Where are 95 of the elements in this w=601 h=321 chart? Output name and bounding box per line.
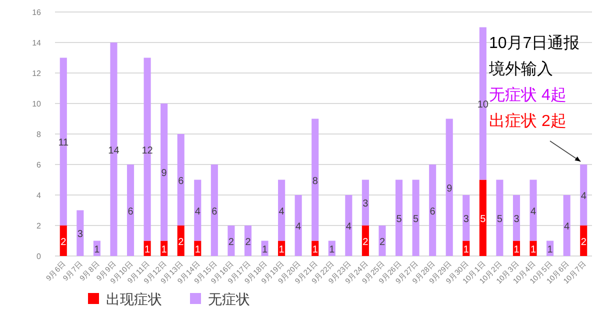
data-label: 5 [480, 214, 486, 225]
data-label: 1 [262, 244, 268, 256]
data-label: 3 [77, 229, 84, 240]
y-tick-label: 16 [32, 8, 42, 17]
y-tick-label: 4 [36, 191, 42, 200]
legend-label: 无症状 [208, 291, 250, 307]
y-tick-label: 0 [36, 252, 42, 261]
bar [210, 164, 218, 256]
data-label: 4 [194, 206, 201, 218]
data-label: 3 [463, 214, 470, 225]
bar [496, 180, 504, 256]
data-label: 6 [430, 206, 436, 218]
y-tick-label: 14 [32, 38, 42, 48]
data-label: 1 [530, 244, 536, 256]
data-label: 6 [178, 176, 184, 187]
data-label: 2 [580, 236, 587, 248]
data-label: 1 [329, 244, 336, 256]
y-tick-label: 8 [36, 130, 42, 139]
bar [580, 226, 588, 256]
data-label: 1 [312, 244, 318, 256]
bar [160, 104, 168, 241]
data-label: 6 [212, 206, 218, 218]
bar [194, 180, 202, 241]
data-label: 2 [178, 236, 184, 248]
data-label: 5 [413, 214, 420, 225]
y-tick-label: 6 [36, 160, 42, 170]
data-label: 2 [245, 236, 252, 248]
bar [462, 195, 470, 241]
data-label: 10 [477, 100, 489, 110]
data-label: 5 [396, 214, 402, 225]
y-tick-label: 2 [36, 222, 42, 230]
bar [362, 180, 369, 226]
bar [144, 58, 151, 241]
data-label: 1 [278, 244, 285, 256]
bar [177, 226, 184, 256]
bar [446, 118, 453, 256]
data-label: 1 [144, 244, 151, 256]
data-label: 4 [530, 206, 536, 218]
bar [261, 240, 268, 256]
bar [479, 180, 486, 256]
bar [345, 195, 352, 256]
bar [126, 164, 134, 256]
data-label: 1 [514, 244, 520, 256]
bar [60, 58, 67, 226]
data-label: 11 [58, 138, 70, 149]
annotation: 无症状 4起 [489, 86, 566, 104]
data-label: 14 [108, 145, 120, 156]
bar [60, 226, 67, 256]
annotation: 10月7日通报 [489, 34, 580, 52]
y-tick-label: 12 [32, 69, 42, 78]
bar [530, 240, 537, 256]
bar [429, 164, 436, 256]
data-label: 2 [60, 236, 67, 248]
bar [294, 195, 302, 256]
bar [580, 164, 588, 226]
data-label: 4 [346, 222, 352, 232]
annotation: 出症状 2起 [489, 112, 566, 130]
data-label: 12 [142, 145, 154, 156]
bar [512, 195, 520, 241]
bar [412, 180, 420, 256]
data-label: 4 [580, 191, 587, 202]
bar [530, 180, 537, 241]
data-label: 2 [228, 236, 234, 248]
y-tick-label: 10 [32, 100, 42, 108]
bar [278, 180, 286, 241]
data-label: 1 [194, 244, 201, 256]
data-label: 1 [463, 244, 470, 256]
annotation: 境外输入 [488, 60, 553, 78]
bar [395, 180, 403, 256]
bar [177, 134, 184, 226]
bar [244, 226, 252, 256]
bar [312, 118, 319, 241]
data-label: 6 [128, 206, 134, 218]
bar [76, 210, 84, 256]
data-label: 2 [379, 236, 386, 248]
data-label: 8 [312, 176, 318, 187]
data-label: 4 [564, 222, 570, 232]
data-label: 9 [446, 183, 453, 194]
bar [563, 195, 570, 256]
data-label: 3 [362, 198, 369, 210]
data-label: 3 [514, 214, 520, 225]
bar [228, 226, 235, 256]
bar [378, 226, 386, 256]
bar [110, 42, 118, 256]
data-label: 1 [547, 244, 554, 256]
data-label: 5 [496, 214, 503, 225]
bar [362, 226, 369, 256]
legend-label: 出现症状 [106, 291, 162, 307]
data-label: 1 [94, 244, 100, 256]
bar [479, 27, 486, 180]
data-label: 4 [278, 206, 285, 218]
data-label: 4 [296, 222, 302, 232]
data-label: 1 [161, 244, 168, 256]
data-label: 9 [161, 168, 168, 180]
data-label: 2 [362, 236, 369, 248]
